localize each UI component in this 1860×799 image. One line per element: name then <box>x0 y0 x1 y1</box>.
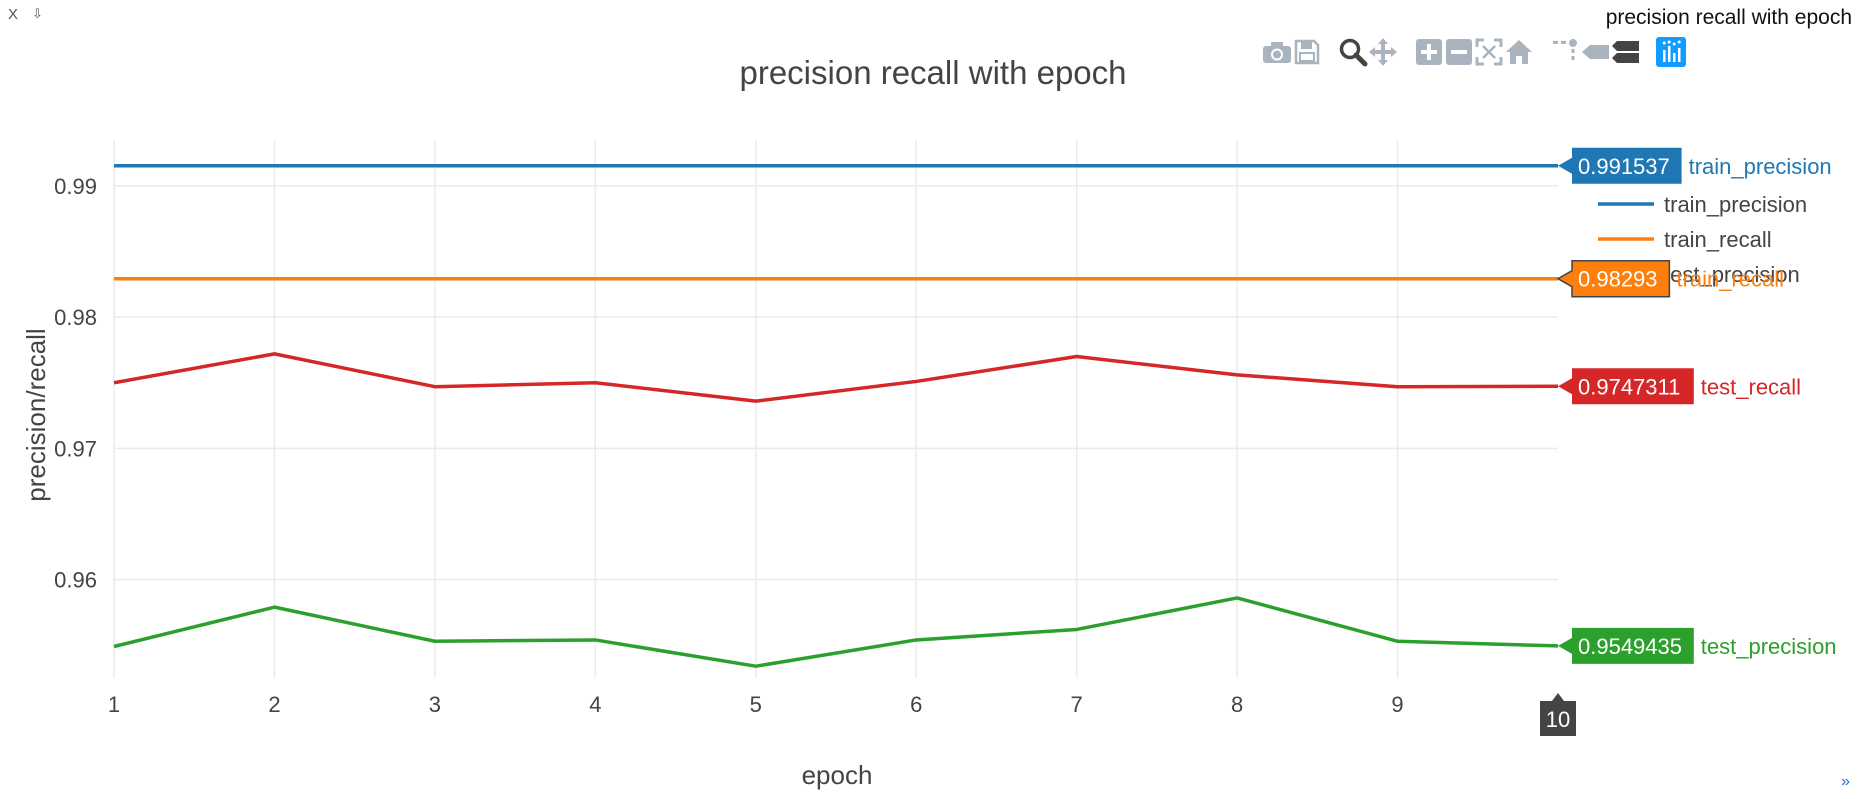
x-tick-label: 7 <box>1071 692 1083 717</box>
series-line-test-recall[interactable] <box>113 352 1559 403</box>
series-lines[interactable] <box>113 164 1559 668</box>
y-tick-label: 0.99 <box>54 174 97 199</box>
hover-series-name: train_precision <box>1689 154 1832 179</box>
legend-item-train-recall[interactable]: train_recall <box>1598 227 1772 252</box>
x-hover-value: 10 <box>1546 707 1570 732</box>
hover-series-name: train_recall <box>1676 267 1784 292</box>
hover-value-box <box>1556 259 1671 298</box>
close-pane-button[interactable]: X <box>8 6 19 23</box>
y-tick-label: 0.98 <box>54 305 97 330</box>
hover-value-text: 0.9549435 <box>1578 634 1682 659</box>
hover-compare-icon[interactable] <box>1610 37 1640 67</box>
window-title: precision recall with epoch <box>1605 6 1852 29</box>
y-tick-label: 0.96 <box>54 568 97 593</box>
hover-label-train-precision: 0.991537 train_precision <box>1558 147 1832 184</box>
legend-item-train-precision[interactable]: train_precision <box>1598 192 1807 217</box>
home-icon[interactable] <box>1504 37 1534 67</box>
hover-value-box <box>1558 147 1682 184</box>
y-tick-label: 0.97 <box>54 436 97 461</box>
series-line-test-precision[interactable] <box>113 596 1559 668</box>
zoom-in-icon[interactable] <box>1414 37 1444 67</box>
x-hover-label: 10 <box>1540 693 1576 736</box>
pin-pane-icon[interactable]: ⇩ <box>32 6 43 21</box>
hover-value-box <box>1558 627 1694 664</box>
save-icon[interactable] <box>1292 37 1322 67</box>
hover-value-text: 0.98293 <box>1578 267 1658 292</box>
pan-icon[interactable] <box>1368 37 1398 67</box>
hover-value-box <box>1558 368 1694 405</box>
x-tick-label: 4 <box>589 692 601 717</box>
x-tick-label: 6 <box>910 692 922 717</box>
resize-handle-icon[interactable]: » <box>1841 773 1850 790</box>
x-hover-box <box>1540 693 1576 736</box>
hover-series-name: test_precision <box>1701 634 1837 659</box>
hover-label-test-precision: 0.9549435 test_precision <box>1558 627 1837 664</box>
hover-closest-icon[interactable] <box>1580 37 1610 67</box>
grid <box>113 140 1558 678</box>
y-axis-ticks: 0.96 0.97 0.98 0.99 <box>54 174 97 593</box>
plotly-logo-icon[interactable] <box>1656 37 1686 67</box>
x-tick-label: 8 <box>1231 692 1243 717</box>
autoscale-icon[interactable] <box>1474 37 1504 67</box>
x-axis-title: epoch <box>802 760 873 790</box>
legend[interactable]: train_precision train_recall test_precisio… <box>1598 192 1807 287</box>
chart-title: precision recall with epoch <box>739 54 1126 91</box>
zoom-out-icon[interactable] <box>1444 37 1474 67</box>
x-tick-label: 3 <box>429 692 441 717</box>
x-tick-label: 9 <box>1391 692 1403 717</box>
x-tick-label: 2 <box>268 692 280 717</box>
spikelines-icon[interactable] <box>1550 37 1580 67</box>
legend-label: train_precision <box>1664 192 1807 217</box>
zoom-icon[interactable] <box>1338 37 1368 67</box>
hover-label-test-recall: 0.9747311 test_recall <box>1558 368 1801 405</box>
hover-value-text: 0.9747311 <box>1578 374 1680 399</box>
x-tick-label: 5 <box>750 692 762 717</box>
x-axis-ticks: 1 2 3 4 5 6 7 8 9 <box>108 692 1404 717</box>
y-axis-title: precision/recall <box>21 328 51 501</box>
hover-label-train-recall: 0.98293 train_recall <box>1556 259 1784 298</box>
legend-label: train_recall <box>1664 227 1772 252</box>
hover-series-name: test_recall <box>1701 374 1801 399</box>
camera-icon[interactable] <box>1262 37 1292 67</box>
hover-value-text: 0.991537 <box>1578 154 1670 179</box>
x-tick-label: 1 <box>108 692 120 717</box>
plot-modebar <box>1262 34 1686 70</box>
legend-label: test_precision <box>1664 262 1800 287</box>
